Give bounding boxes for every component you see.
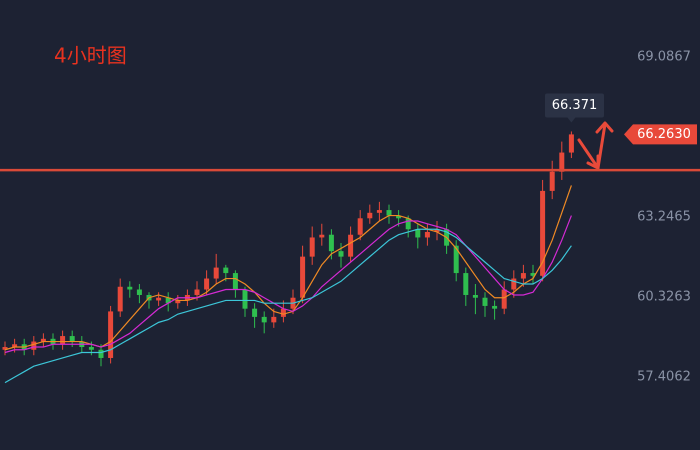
high-label-box [545, 93, 604, 118]
candle-body [396, 215, 402, 219]
arrows [577, 121, 614, 170]
candle-body [117, 286, 123, 312]
candle-body [568, 134, 574, 153]
candle-body [348, 234, 354, 257]
candle-body [520, 273, 526, 279]
candle-body [60, 336, 66, 345]
y-tick-label: 69.0867 [637, 50, 691, 65]
candle-body [338, 251, 344, 257]
candle-body [271, 316, 277, 323]
candle-body [261, 316, 267, 323]
candle-body [40, 338, 46, 342]
candle-body [434, 229, 440, 232]
candle-body [463, 273, 469, 295]
last-price-label: 66.2630 [637, 127, 691, 142]
candle-body [108, 311, 114, 358]
candle-body [232, 273, 238, 290]
candle-body [31, 341, 37, 350]
candle-body [415, 229, 421, 238]
candle-body [252, 308, 258, 317]
candle-body [511, 278, 517, 290]
y-tick-label: 63.2465 [637, 210, 691, 225]
candle-body [136, 289, 142, 295]
candle-body [194, 289, 200, 295]
candle-body [213, 267, 219, 279]
candle-body [472, 294, 478, 298]
candle-body [482, 297, 488, 306]
candle-body [386, 210, 392, 216]
candle-body [88, 347, 94, 350]
candle-body [2, 347, 8, 350]
plot: 57.4062 60.3263 63.2465 69.0867 [2, 50, 691, 384]
candle-body [357, 218, 363, 235]
candle-body [367, 212, 373, 219]
arrow-down [577, 138, 600, 170]
candle-body [549, 171, 555, 191]
y-tick-label: 57.4062 [637, 369, 691, 384]
candle-body [242, 289, 248, 309]
candle-body [69, 336, 75, 342]
arrow-head [595, 121, 614, 134]
candle-body [165, 297, 171, 304]
candle-body [405, 218, 411, 230]
y-tick-label: 60.3263 [637, 289, 691, 304]
candle-body [204, 278, 210, 290]
candle-body [175, 300, 181, 304]
candle-body [319, 234, 325, 238]
last-price-tag [624, 124, 697, 145]
arrow-up [596, 122, 607, 170]
candle-body [424, 231, 430, 238]
high-pointer [567, 117, 576, 123]
candle-body [376, 210, 382, 213]
candle-body [156, 297, 162, 301]
candle-body [309, 237, 315, 257]
candle-body [559, 152, 565, 172]
ma-line [4, 228, 572, 384]
candle-body [300, 256, 306, 298]
candle-body [540, 190, 546, 276]
candle-body [453, 245, 459, 274]
candle-body [223, 267, 229, 274]
candle-body [328, 234, 334, 252]
candle-body [501, 289, 507, 309]
candle-body [98, 349, 104, 358]
ma-line [4, 185, 572, 351]
candle-body [530, 273, 536, 276]
candle-body [12, 344, 18, 348]
candle-body [127, 286, 133, 290]
candle-body [280, 308, 286, 317]
candle-body [492, 305, 498, 309]
high-label: 66.371 [552, 98, 598, 113]
ma-line [4, 215, 572, 354]
chart-title: 4小时图 [54, 44, 127, 68]
